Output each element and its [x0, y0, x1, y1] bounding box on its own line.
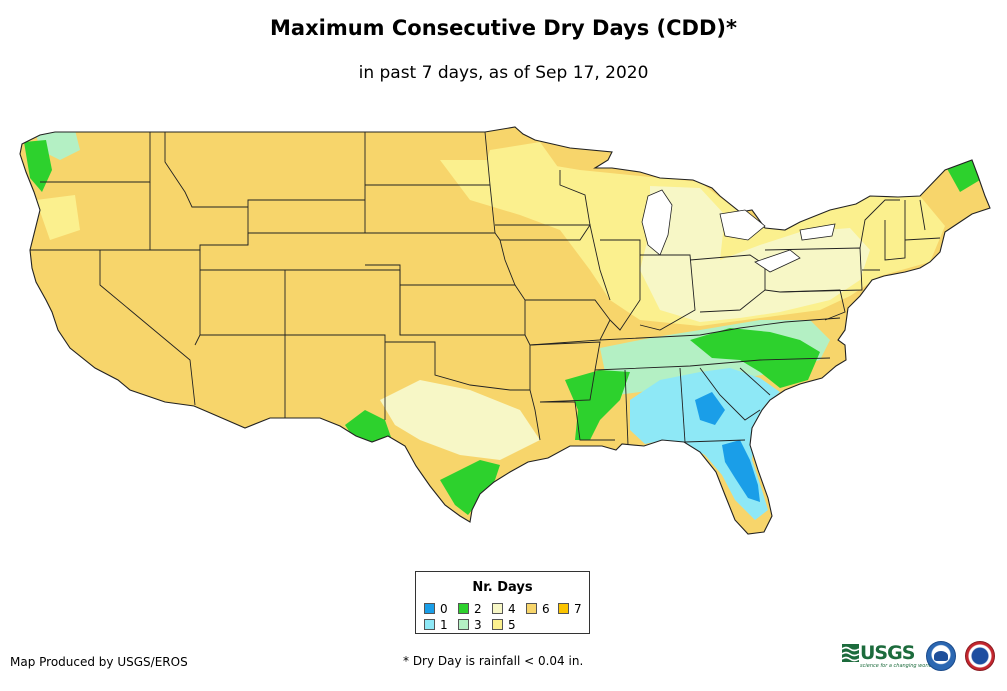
legend-label: 4: [508, 602, 516, 616]
map-title: Maximum Consecutive Dry Days (CDD)*: [270, 16, 737, 40]
lake-erie: [754, 249, 801, 273]
legend-item-2: 2: [458, 603, 482, 617]
nws-logo-icon: [965, 641, 995, 671]
legend-label: 1: [440, 618, 448, 632]
map-subtitle: in past 7 days, as of Sep 17, 2020: [358, 63, 649, 83]
zone-0-days-georgia: [695, 392, 725, 425]
zone-2-days-south-texas: [440, 460, 500, 515]
cdd-color-zones: [24, 130, 980, 520]
usgs-wave-icon: [842, 644, 859, 662]
legend-swatch: [458, 619, 469, 630]
legend-title: Nr. Days: [472, 580, 533, 595]
legend-label: 6: [542, 602, 550, 616]
legend-item-5: 5: [492, 619, 516, 633]
credit-text: Map Produced by USGS/EROS: [10, 655, 188, 669]
usgs-tagline: science for a changing world: [860, 663, 932, 669]
legend-swatch: [492, 619, 503, 630]
zone-2-days-mississippi: [565, 370, 630, 440]
noaa-bird-icon: [934, 651, 948, 661]
legend-swatch: [526, 603, 537, 614]
usgs-logo-text: USGS: [860, 642, 915, 664]
zone-5-days-dakotas: [480, 142, 560, 190]
noaa-logo-icon: [926, 641, 956, 671]
legend-item-7: 7: [558, 603, 582, 617]
legend-item-0: 0: [424, 603, 448, 617]
zone-0-days-florida: [722, 440, 760, 502]
lake-michigan: [641, 189, 673, 256]
dry-day-note: * Dry Day is rainfall < 0.04 in.: [403, 654, 584, 668]
legend-swatch: [424, 619, 435, 630]
legend-label: 5: [508, 618, 516, 632]
legend-label: 2: [474, 602, 482, 616]
lake-ontario: [799, 223, 836, 241]
usgs-logo: USGS science for a changing world: [842, 641, 932, 671]
lake-huron: [719, 209, 766, 241]
zone-4-days-texas: [380, 380, 540, 460]
legend-swatch: [458, 603, 469, 614]
legend-label: 3: [474, 618, 482, 632]
legend-swatch: [492, 603, 503, 614]
legend-label: 0: [440, 602, 448, 616]
legend-swatch: [558, 603, 569, 614]
zone-2-days-carolinas: [690, 328, 820, 388]
legend-swatch: [424, 603, 435, 614]
legend-item-4: 4: [492, 603, 516, 617]
zone-2-days-washington: [24, 140, 52, 192]
state-borders: [30, 131, 941, 446]
zone-4-days-ohio-valley: [640, 186, 870, 322]
legend-item-6: 6: [526, 603, 550, 617]
legend: Nr. Days 0 1 2 3 4 5 6 7: [415, 571, 590, 634]
legend-item-3: 3: [458, 619, 482, 633]
legend-label: 7: [574, 602, 582, 616]
legend-item-1: 1: [424, 619, 448, 633]
zone-5-days-oregon: [36, 195, 80, 240]
